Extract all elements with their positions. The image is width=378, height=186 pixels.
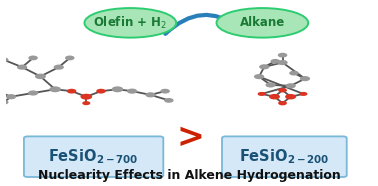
Circle shape	[81, 94, 92, 100]
Circle shape	[259, 64, 270, 69]
FancyArrowPatch shape	[165, 15, 238, 34]
Text: FeSiO$_{\mathregular{2-200}}$: FeSiO$_{\mathregular{2-200}}$	[239, 147, 330, 166]
Circle shape	[285, 94, 296, 100]
Circle shape	[265, 82, 276, 88]
Text: Nuclearity Effects in Alkene Hydrogenation: Nuclearity Effects in Alkene Hydrogenati…	[38, 169, 340, 182]
Circle shape	[49, 86, 61, 92]
Circle shape	[277, 60, 288, 65]
Circle shape	[278, 88, 287, 92]
Circle shape	[17, 65, 27, 70]
Text: FeSiO$_{\mathregular{2-700}}$: FeSiO$_{\mathregular{2-700}}$	[48, 147, 139, 166]
Circle shape	[67, 89, 76, 94]
Circle shape	[82, 101, 90, 105]
Circle shape	[0, 57, 9, 62]
Circle shape	[160, 89, 170, 94]
Circle shape	[254, 74, 264, 79]
Circle shape	[278, 53, 287, 57]
Circle shape	[164, 98, 174, 103]
Circle shape	[6, 94, 16, 99]
Circle shape	[96, 89, 106, 94]
Circle shape	[28, 56, 38, 60]
Circle shape	[54, 65, 64, 70]
Circle shape	[127, 89, 137, 94]
Circle shape	[300, 76, 310, 81]
Ellipse shape	[217, 8, 308, 38]
Circle shape	[269, 94, 280, 100]
Text: >: >	[177, 121, 205, 154]
FancyBboxPatch shape	[24, 136, 163, 177]
Text: Alkane: Alkane	[240, 16, 285, 29]
Circle shape	[112, 86, 123, 92]
Circle shape	[0, 100, 9, 105]
Circle shape	[0, 89, 1, 94]
FancyBboxPatch shape	[222, 136, 347, 177]
Circle shape	[28, 90, 38, 96]
Circle shape	[257, 92, 266, 96]
Circle shape	[271, 59, 280, 64]
Ellipse shape	[84, 8, 176, 38]
Circle shape	[146, 92, 156, 97]
Circle shape	[285, 83, 296, 88]
Circle shape	[299, 92, 307, 96]
Circle shape	[65, 56, 74, 60]
Text: Olefin + H$_2$: Olefin + H$_2$	[93, 15, 167, 31]
Circle shape	[278, 101, 287, 105]
Circle shape	[35, 74, 46, 79]
Circle shape	[289, 71, 299, 76]
